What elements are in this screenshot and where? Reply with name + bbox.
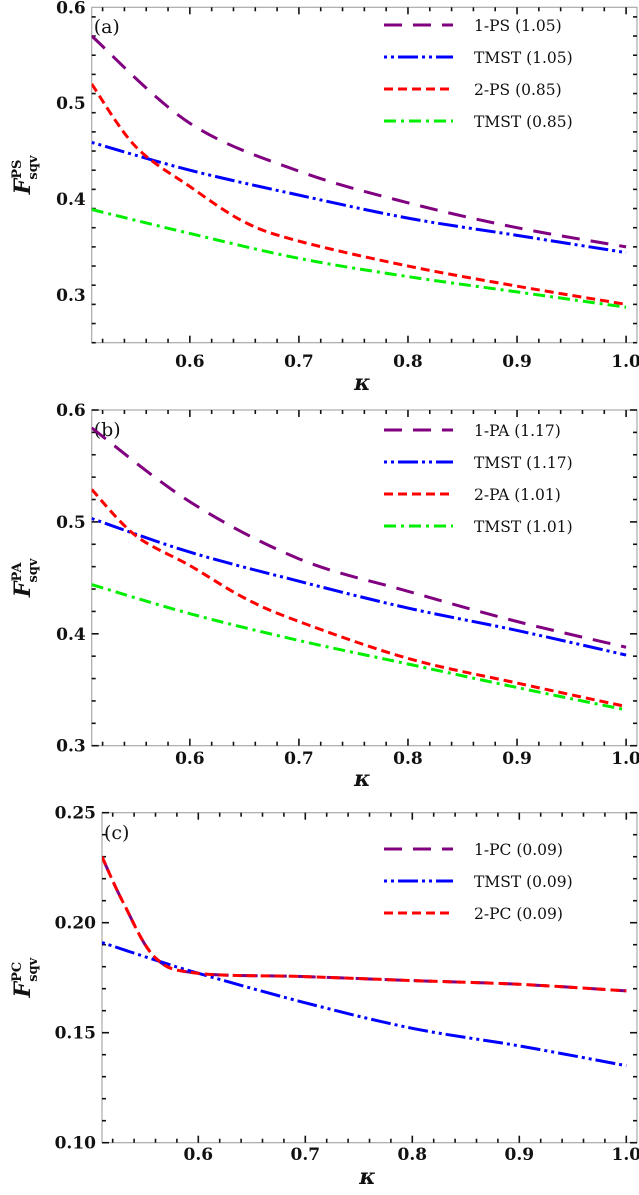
x-tick-label: 0.7 xyxy=(291,1145,321,1165)
series-line-tmst-1-05- xyxy=(91,140,627,255)
legend-label: 1-PC (0.09) xyxy=(474,841,563,859)
legend-label: TMST (1.01) xyxy=(474,518,573,536)
y-tick-label: 0.5 xyxy=(56,94,86,114)
y-axis-title: FPSsqv xyxy=(10,155,41,195)
series-line-1-pa-1-17- xyxy=(91,426,627,649)
panel-label: (b) xyxy=(94,419,121,441)
legend: 1-PA (1.17) TMST (1.17) 2-PA (1.01) TMST (1… xyxy=(384,422,573,536)
x-tick-label: 0.8 xyxy=(398,1145,428,1165)
y-axis-title-base: F xyxy=(10,580,36,598)
legend-label: TMST (1.05) xyxy=(474,49,573,67)
y-axis-title-subscript: sqv xyxy=(26,155,41,179)
x-tick-label: 1.0 xyxy=(611,749,639,769)
legend-item: 2-PC (0.09) xyxy=(384,905,563,923)
legend-label: TMST (1.17) xyxy=(474,454,573,472)
x-tick-label: 1.0 xyxy=(612,1145,639,1165)
x-tick-label: 1.0 xyxy=(611,352,639,372)
legend-item: TMST (0.85) xyxy=(384,113,573,131)
series-line-1-ps-1-05- xyxy=(91,34,627,249)
y-tick-label: 0.5 xyxy=(56,513,86,533)
y-tick-label: 0.25 xyxy=(55,804,96,824)
series-line-tmst-0-09- xyxy=(102,941,627,1068)
x-axis-title: κ xyxy=(358,1164,376,1190)
x-tick-label: 0.8 xyxy=(393,749,423,769)
legend-label: 1-PA (1.17) xyxy=(474,422,561,440)
legend-item: TMST (0.09) xyxy=(384,873,573,891)
legend: 1-PC (0.09) TMST (0.09) 2-PC (0.09) xyxy=(384,841,573,923)
panel-label: (a) xyxy=(94,16,120,38)
y-axis-title-base: F xyxy=(10,981,36,999)
y-axis-title-subscript: sqv xyxy=(26,558,41,582)
legend-item: 1-PA (1.17) xyxy=(384,422,561,440)
panel-c: 0.6 0.7 0.8 0.9 1.0 0.10 0.15 0.20 0.25 κ FPCsqv (c… xyxy=(10,804,639,1190)
y-axis-title: FPCsqv xyxy=(10,957,41,998)
panel-a: 0.6 0.7 0.8 0.9 1.0 0.3 0.4 0.5 0.6 κ FPSsqv (a) 1-P… xyxy=(10,0,639,396)
legend-item: TMST (1.05) xyxy=(384,49,573,67)
legend-label: TMST (0.09) xyxy=(474,873,573,891)
series-line-tmst-1-01- xyxy=(91,583,627,712)
x-tick-label: 0.9 xyxy=(502,749,532,769)
series-line-tmst-0-85- xyxy=(91,208,627,309)
series-line-2-pc-0-09- xyxy=(102,856,627,993)
legend-label: 2-PS (0.85) xyxy=(474,81,562,99)
y-tick-label: 0.3 xyxy=(56,737,86,757)
legend-label: 2-PC (0.09) xyxy=(474,905,563,923)
y-tick-label: 0.10 xyxy=(55,1134,97,1154)
y-axis-title-superscript: PS xyxy=(10,160,25,179)
legend-label: 1-PS (1.05) xyxy=(474,17,562,35)
y-axis-title-base: F xyxy=(10,177,36,195)
legend-label: TMST (0.85) xyxy=(474,113,573,131)
y-tick-label: 0.20 xyxy=(55,914,97,934)
y-tick-label: 0.6 xyxy=(56,401,86,421)
x-tick-label: 0.7 xyxy=(284,352,314,372)
x-tick-label: 0.8 xyxy=(393,352,423,372)
legend-label: 2-PA (1.01) xyxy=(474,486,561,504)
y-axis-title-superscript: PA xyxy=(10,562,25,582)
y-tick-label: 0.6 xyxy=(56,0,86,18)
legend-item: TMST (1.17) xyxy=(384,454,573,472)
x-axis-title: κ xyxy=(353,766,371,792)
legend-item: 1-PS (1.05) xyxy=(384,17,562,35)
x-tick-label: 0.6 xyxy=(175,749,205,769)
legend-item: TMST (1.01) xyxy=(384,518,573,536)
axis-ticks xyxy=(91,409,637,747)
y-axis-title: FPAsqv xyxy=(10,558,41,598)
legend-item: 2-PA (1.01) xyxy=(384,486,561,504)
y-tick-label: 0.3 xyxy=(56,286,86,306)
x-tick-label: 0.9 xyxy=(502,352,532,372)
legend-item: 2-PS (0.85) xyxy=(384,81,562,99)
series-line-tmst-1-17- xyxy=(91,517,627,657)
y-axis-title-subscript: sqv xyxy=(26,957,41,981)
panel-b: 0.6 0.7 0.8 0.9 1.0 0.3 0.4 0.5 0.6 κ FPAsqv (b) 1-P… xyxy=(10,401,639,792)
y-tick-label: 0.4 xyxy=(56,190,86,210)
y-tick-label: 0.15 xyxy=(55,1024,96,1044)
legend-item: 1-PC (0.09) xyxy=(384,841,563,859)
x-tick-label: 0.6 xyxy=(175,352,205,372)
y-axis-title-superscript: PC xyxy=(10,962,25,982)
axis-ticks xyxy=(102,811,637,1144)
legend: 1-PS (1.05) TMST (1.05) 2-PS (0.85) TMST (0… xyxy=(384,17,573,131)
x-tick-label: 0.7 xyxy=(284,749,314,769)
x-axis-title: κ xyxy=(353,370,371,396)
panel-label: (c) xyxy=(104,822,129,844)
series-line-2-ps-0-85- xyxy=(91,83,627,306)
y-tick-label: 0.4 xyxy=(56,625,86,645)
x-tick-label: 0.9 xyxy=(505,1145,535,1165)
x-tick-label: 0.6 xyxy=(184,1145,214,1165)
